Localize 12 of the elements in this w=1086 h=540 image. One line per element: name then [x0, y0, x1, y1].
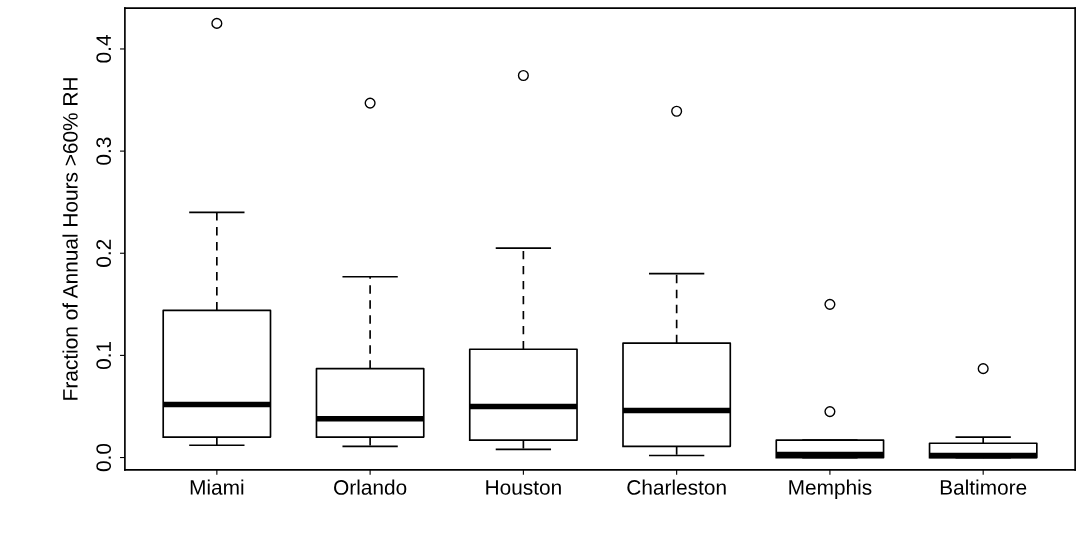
- y-tick-label: 0.1: [96, 341, 112, 370]
- y-tick-label: 0.2: [96, 239, 112, 267]
- x-tick-label: Miami: [190, 479, 244, 495]
- y-axis-title: Fraction of Annual Hours >60% RH: [62, 78, 78, 400]
- x-tick-label: Houston: [486, 480, 561, 495]
- x-tick-label: Baltimore: [940, 479, 1027, 495]
- x-tick-label: Orlando: [334, 479, 407, 495]
- x-tick-label: Charleston: [627, 479, 726, 495]
- y-tick-label: 0.3: [96, 137, 112, 165]
- x-tick-label: Memphis: [789, 479, 872, 499]
- y-tick-label: 0.4: [96, 35, 112, 63]
- y-tick-label: 0.0: [96, 443, 112, 472]
